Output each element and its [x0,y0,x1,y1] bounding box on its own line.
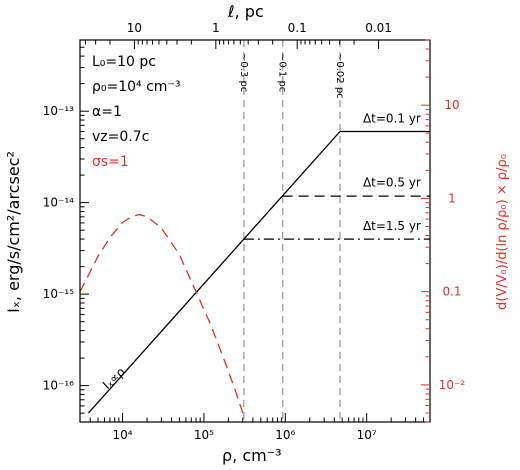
param-rho0: ρ₀=10⁴ cm⁻³ [92,79,180,95]
x-tick-label-2: 10⁶ [275,428,295,442]
series-line-4 [79,213,244,414]
top-axis-label: ℓ, pc [227,2,264,21]
y-tick-label-3: 10⁻¹³ [43,104,74,118]
y-tick-label-1: 10⁻¹⁵ [43,287,74,301]
top-tick-label-2: 0.1 [288,21,307,35]
y-tick-label-2: 10⁻¹⁴ [43,196,74,210]
y2-tick-label-2: 1 [448,191,456,205]
top-tick-label-3: 0.01 [365,21,392,35]
param-l0: L₀=10 pc [92,54,156,70]
series-line-0 [87,131,341,414]
ticks-layer [79,39,431,423]
y2-tick-label-0: 10⁻² [439,378,466,392]
param-alpha: α=1 [92,104,122,120]
x-axis-label: ρ, cm⁻³ [222,446,282,465]
y2-tick-label-1: 0.1 [442,285,461,299]
labels-layer: ~0.3 pc ~0.1 pc ~0.02 pc 10⁴ 10⁵ 10⁶ 10⁷ 10⁻¹⁶ 1… [43,21,466,442]
y2-tick-label-3: 10 [444,98,459,112]
y-axis-label: Iₓ, erg/s/cm²/arcsec² [4,151,23,313]
scale-line-label-1: ~0.1 pc [277,53,288,92]
y-tick-label-0: 10⁻¹⁶ [43,379,74,393]
annotation-1: Δt=0.5 yr [363,176,421,190]
annotation-3: Iₓ∝ρ [100,365,128,392]
x-tick-label-3: 10⁷ [357,428,377,442]
param-sigma: σs=1 [92,154,129,170]
top-tick-label-1: 1 [212,21,220,35]
series-layer [79,40,430,422]
top-tick-label-0: 10 [127,21,142,35]
x-tick-label-1: 10⁵ [194,428,214,442]
scale-line-label-2: ~0.02 pc [334,53,345,99]
annotation-2: Δt=1.5 yr [363,219,421,233]
params-box: L₀=10 pc ρ₀=10⁴ cm⁻³ α=1 vz=0.7c σs=1 [92,54,180,170]
x-tick-label-0: 10⁴ [113,428,133,442]
annotation-0: Δt=0.1 yr [363,112,421,126]
plot-frame [79,39,431,423]
y2-axis-label: d(V/V₀)/d(ln ρ/ρ₀) × ρ/ρ₀ [495,154,510,310]
param-vz: vz=0.7c [92,129,149,145]
scale-line-label-0: ~0.3 pc [238,53,249,92]
